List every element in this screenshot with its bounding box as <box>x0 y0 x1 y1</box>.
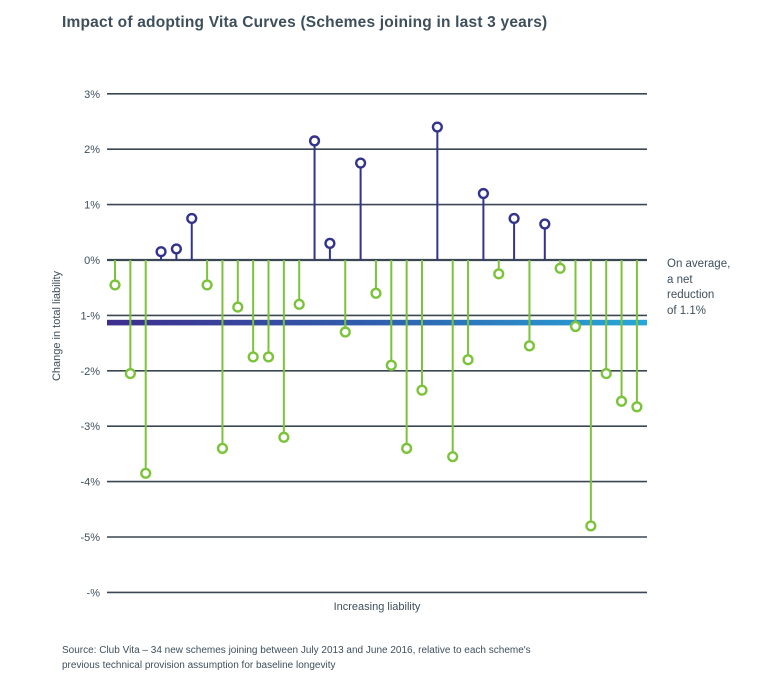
data-point <box>278 431 290 443</box>
source-note: Source: Club Vita – 34 new schemes joini… <box>62 644 531 673</box>
data-point <box>247 351 259 363</box>
data-point <box>155 246 167 258</box>
data-point <box>339 326 351 338</box>
average-annotation: On average, a net reduction of 1.1% <box>667 257 730 319</box>
y-tick-label: 2% <box>84 144 100 156</box>
data-point <box>401 442 413 454</box>
y-tick-label: -3% <box>80 421 100 433</box>
data-point <box>186 212 198 225</box>
y-tick-label: 1-% <box>80 310 100 322</box>
data-point <box>109 279 121 291</box>
data-point <box>201 279 213 291</box>
data-point <box>493 268 505 280</box>
data-point <box>385 359 397 371</box>
y-tick-label: 3% <box>84 89 100 101</box>
data-point <box>554 262 566 274</box>
data-point <box>631 401 643 413</box>
source-line: previous technical provision assumption … <box>62 659 336 671</box>
data-point <box>232 301 244 313</box>
data-point <box>523 340 536 352</box>
data-point <box>170 243 183 255</box>
data-point <box>370 287 382 299</box>
data-point <box>615 395 628 407</box>
y-tick-label: -% <box>87 587 101 599</box>
y-tick-label: -2% <box>80 366 100 378</box>
data-point <box>324 237 336 249</box>
source-line: Source: Club Vita – 34 new schemes joini… <box>62 645 531 656</box>
y-tick-label: -5% <box>80 532 100 544</box>
data-point <box>308 135 321 147</box>
data-point <box>262 351 275 363</box>
data-point <box>431 121 443 133</box>
y-tick-label: 0% <box>84 255 100 267</box>
data-point <box>477 187 490 200</box>
data-point <box>569 320 582 333</box>
data-point <box>447 451 459 463</box>
y-tick-label: -4% <box>80 477 100 489</box>
data-point <box>600 367 612 380</box>
data-point <box>539 218 551 230</box>
data-point <box>140 467 152 479</box>
data-point <box>508 212 520 225</box>
average-annotation-line: On average, <box>667 258 731 270</box>
chart-title: Impact of adopting Vita Curves (Schemes … <box>62 14 548 31</box>
average-annotation-line: of 1.1% <box>667 304 706 317</box>
data-point <box>462 354 474 366</box>
data-point <box>293 298 305 310</box>
average-annotation-line: reduction <box>667 289 715 301</box>
data-point <box>124 367 136 380</box>
data-point <box>216 442 229 454</box>
data-point <box>355 157 367 169</box>
y-tick-label: 1% <box>84 200 100 212</box>
data-point <box>585 520 597 532</box>
data-point <box>416 384 428 396</box>
average-annotation-line: a net <box>667 273 693 286</box>
x-axis-title: Increasing liability <box>333 601 421 613</box>
average-band <box>107 319 647 326</box>
